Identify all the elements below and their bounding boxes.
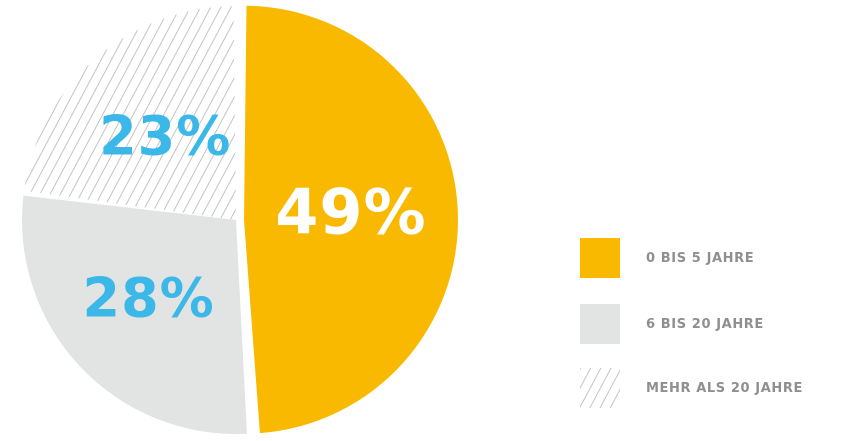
slices-layer	[22, 5, 458, 434]
legend-item-6-20-jahre: 6 BIS 20 JAHRE	[580, 304, 764, 344]
pie-slice-1	[22, 195, 247, 434]
legend-swatch-6-20-jahre	[580, 304, 620, 344]
pie-slice-0	[243, 5, 458, 434]
legend-swatch-hatch-mehr-als-20-jahre	[580, 368, 620, 408]
legend-swatch-0-5-jahre	[580, 238, 620, 278]
pie-slice-2	[24, 6, 237, 220]
legend-label-0-5-jahre: 0 BIS 5 JAHRE	[646, 250, 755, 266]
slice-labels-layer: 49% 28% 23%	[83, 104, 426, 330]
slice-label-0: 49%	[275, 175, 426, 248]
legend-swatch-rect-6-20-jahre	[580, 304, 620, 344]
legend-swatch-rect-0-5-jahre	[580, 238, 620, 278]
legend-item-mehr-als-20-jahre: MEHR ALS 20 JAHRE	[580, 368, 803, 408]
slice-label-1: 28%	[83, 267, 215, 330]
legend-swatch-mehr-als-20-jahre	[580, 368, 620, 408]
legend-label-6-20-jahre: 6 BIS 20 JAHRE	[646, 316, 764, 332]
legend-item-0-5-jahre: 0 BIS 5 JAHRE	[580, 238, 754, 278]
legend-label-mehr-als-20-jahre: MEHR ALS 20 JAHRE	[646, 380, 803, 396]
slice-label-2: 23%	[99, 104, 231, 167]
